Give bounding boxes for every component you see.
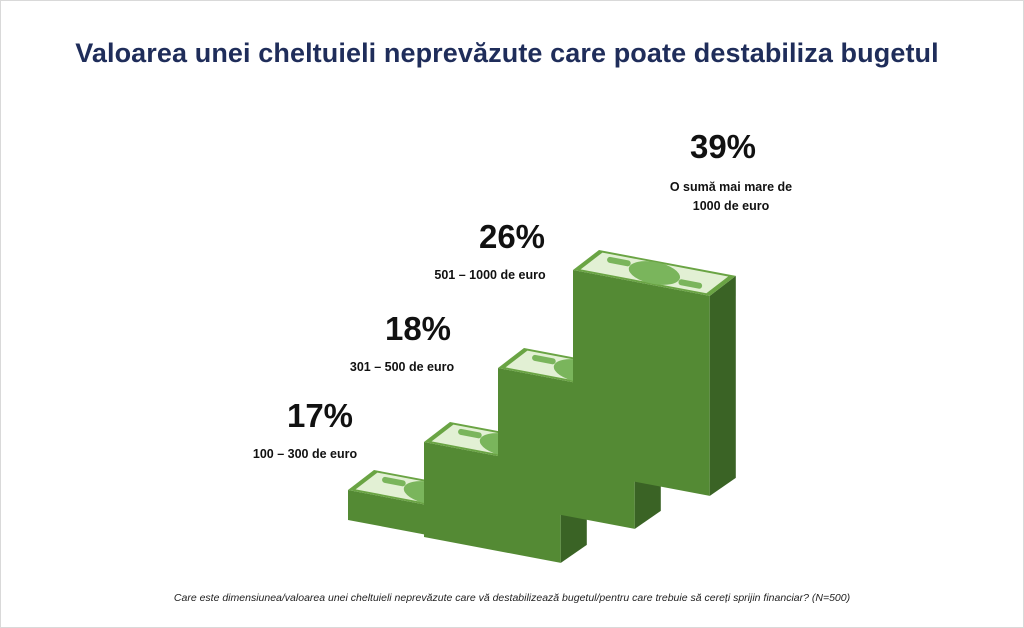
stack-front-face [573,270,710,496]
category-label-3: 501 – 1000 de euro [434,268,546,282]
banknote-emblem [628,261,681,285]
category-label-line: 301 – 500 de euro [350,360,455,374]
category-label-line: 501 – 1000 de euro [434,268,546,282]
banknote-mark [458,428,482,439]
money-stack-4 [573,250,736,496]
category-label-2: 301 – 500 de euro [350,360,455,374]
category-label-line: 1000 de euro [693,199,770,213]
banknote-mark [678,279,703,289]
value-label-3: 26% [479,218,545,255]
category-label-4: O sumă mai mare de 1000 de euro [670,180,792,213]
value-label-2: 18% [385,310,451,347]
category-label-line: 100 – 300 de euro [253,447,358,461]
banknote-mark [607,256,631,267]
survey-question-footnote: Care este dimensiunea/valoarea unei chel… [173,592,851,604]
banknote-mark [382,476,406,487]
value-label-1: 17% [287,397,353,434]
category-label-line: O sumă mai mare de [670,180,792,194]
chart-title: Valoarea unei cheltuieli neprevăzute car… [75,38,939,68]
category-label-1: 100 – 300 de euro [253,447,358,461]
value-label-4: 39% [690,128,756,165]
banknote-mark [532,354,556,365]
stack-side-face [709,275,736,496]
